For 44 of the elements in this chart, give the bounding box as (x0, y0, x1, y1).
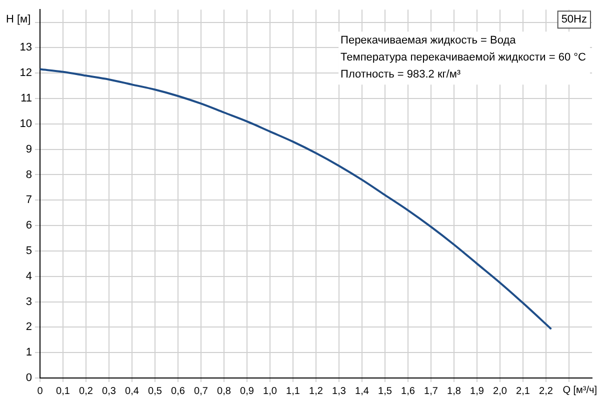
x-tick-label: 1,7 (424, 386, 438, 397)
y-tick-label: 6 (26, 220, 32, 232)
y-tick-label: 0 (26, 372, 32, 384)
x-tick-label: 1,3 (332, 386, 346, 397)
annotation: Перекачиваемая жидкость = Вода (340, 34, 517, 47)
y-tick-label: 5 (26, 244, 32, 257)
y-tick-label: 10 (20, 118, 32, 130)
x-axis-title: Q [м³/ч] (562, 384, 598, 396)
y-tick-label: 9 (26, 143, 32, 156)
x-tick-label: 1,9 (470, 386, 484, 397)
x-tick-label: 2,0 (493, 386, 508, 397)
x-tick-label: 0,9 (240, 386, 254, 397)
x-tick-label: 1,0 (263, 386, 278, 397)
x-tick-label: 1,5 (378, 386, 392, 397)
x-tick-label: 1,2 (309, 386, 324, 397)
x-tick-label: 2,2 (539, 386, 554, 397)
y-tick-label: 1 (26, 346, 32, 359)
x-tick-label: 0,1 (56, 386, 70, 397)
y-tick-label: 12 (20, 67, 32, 80)
y-tick-label: 7 (26, 194, 32, 206)
line-series (40, 68, 552, 330)
y-tick-label: 11 (20, 92, 32, 105)
y-tick-label: 13 (20, 42, 32, 54)
x-tick-label: 1,8 (447, 386, 462, 397)
x-tick-label: 0,3 (102, 386, 116, 397)
y-tick-label: 4 (26, 270, 32, 282)
x-tick-label: 0,6 (171, 386, 186, 397)
y-tick-label: 3 (26, 296, 32, 308)
x-tick-label: 0,4 (125, 386, 140, 397)
x-tick-label: 2,1 (516, 386, 530, 397)
annotation: 50Hz (561, 14, 587, 26)
x-tick-label: 1,4 (355, 386, 370, 397)
x-tick-label: 0,8 (217, 386, 232, 397)
annotation: Плотность = 983.2 кг/м³ (340, 68, 461, 81)
x-tick-label: 0,2 (79, 386, 94, 397)
x-tick-label: 0 (37, 386, 44, 397)
x-tick-label: 0,5 (148, 386, 162, 397)
y-axis-title: H [м] (6, 14, 31, 26)
annotation: Температура перекачиваемой жидкости = 60 °C (340, 52, 586, 64)
x-tick-label: 1,6 (401, 386, 416, 397)
x-tick-label: 0,7 (194, 386, 208, 397)
y-tick-label: 8 (26, 168, 32, 181)
y-tick-label: 2 (26, 321, 32, 334)
x-tick-label: 1,1 (286, 386, 300, 397)
